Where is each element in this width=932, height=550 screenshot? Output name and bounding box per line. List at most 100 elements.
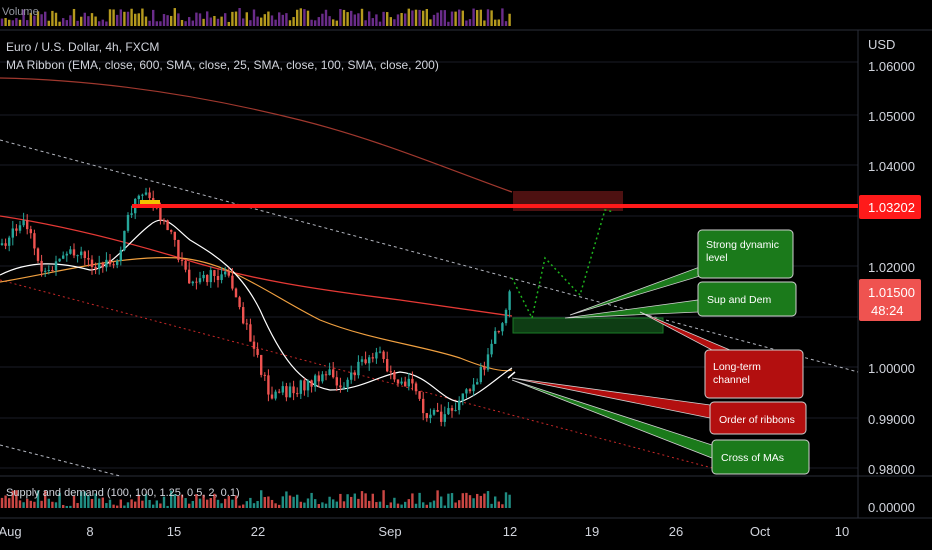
candle-body: [130, 213, 133, 215]
volume-bar: [461, 10, 464, 26]
supply-demand-bar: [141, 500, 144, 508]
supply-demand-bar: [47, 498, 50, 508]
supply-demand-bar: [332, 499, 335, 508]
candle-body: [245, 323, 248, 325]
candle-body: [296, 393, 299, 395]
candle-body: [274, 391, 277, 399]
supply-demand-bar: [36, 490, 40, 508]
price-axis[interactable]: 1.06000 1.05000 1.04000 1.02000 1.00000 …: [868, 59, 915, 515]
supply-demand-bar: [281, 496, 284, 508]
supply-demand-bar: [436, 490, 439, 508]
candle-body: [36, 248, 40, 261]
volume-bar: [404, 13, 407, 26]
volume-bar: [494, 19, 497, 26]
time-tick: 19: [585, 524, 599, 539]
volume-bar: [389, 17, 392, 26]
candle-body: [288, 386, 292, 398]
volume-bar: [26, 20, 29, 26]
candle-body: [476, 382, 479, 385]
candle-body: [292, 386, 295, 394]
candle-body: [350, 372, 353, 380]
candle-body: [303, 380, 306, 391]
volume-bar: [72, 8, 76, 26]
volume-bar: [497, 19, 500, 26]
supply-demand-bar: [170, 490, 173, 508]
callout-sup-and-dem[interactable]: Sup and Dem: [564, 281, 797, 319]
price-tick: 1.04000: [868, 159, 915, 174]
volume-bar: [328, 16, 331, 26]
callout-cross-of-mas[interactable]: Cross of MAs: [511, 379, 810, 475]
candle-body: [368, 357, 371, 364]
supply-demand-bar: [166, 505, 169, 508]
supply-demand-bar: [324, 503, 328, 508]
volume-bar: [58, 21, 61, 26]
supply-demand-bar: [98, 498, 101, 508]
candle-body: [4, 243, 7, 246]
volume-bar: [418, 9, 421, 27]
volume-bar: [184, 21, 187, 26]
supply-demand-bar: [29, 500, 32, 508]
candle-body: [504, 309, 508, 324]
candle-body: [177, 239, 180, 260]
candle-body: [18, 225, 22, 231]
supply-demand-bar: [220, 503, 223, 508]
candle-body: [260, 354, 263, 375]
volume-bars: [0, 8, 511, 27]
candle-body: [170, 230, 173, 232]
supply-demand-bar: [483, 493, 486, 508]
candle-body: [314, 375, 317, 387]
candle-body: [83, 251, 86, 259]
supply-demand-bar: [209, 498, 212, 508]
volume-bar: [18, 19, 22, 26]
candle-body: [278, 391, 281, 393]
supply-demand-bar: [188, 503, 191, 508]
callout-long-term-channel[interactable]: Long-term channel: [639, 311, 804, 399]
volume-bar: [490, 10, 493, 26]
candle-body: [47, 269, 50, 271]
supply-demand-bar: [54, 502, 58, 508]
candle-body: [62, 255, 65, 259]
callout-strong-dynamic-level[interactable]: Strong dynamic level: [569, 229, 794, 316]
candle-body: [472, 384, 475, 392]
supply-demand-bar: [346, 494, 349, 508]
candle-body: [422, 398, 425, 414]
volume-bar: [80, 16, 83, 26]
volume-bar: [371, 18, 374, 26]
supply-demand-bar: [450, 493, 454, 508]
candle-body: [198, 278, 202, 283]
supply-demand-bar: [148, 499, 151, 508]
candle-body: [332, 369, 335, 378]
candle-body: [94, 266, 97, 269]
supply-demand-bar: [72, 495, 76, 508]
volume-bar: [69, 15, 72, 26]
candle-body: [252, 341, 256, 349]
volume-bar: [98, 21, 101, 26]
supply-demand-bar: [69, 505, 72, 508]
volume-bar: [440, 10, 443, 26]
supply-demand-bar: [472, 498, 475, 508]
volume-bar: [245, 12, 248, 26]
supply-demand-bar: [389, 502, 392, 508]
volume-bar: [162, 14, 166, 26]
supply-demand-bar: [162, 496, 166, 508]
time-axis[interactable]: Aug 8 15 22 Sep 12 19 26 Oct 10: [0, 524, 849, 539]
volume-bar: [260, 17, 263, 26]
supply-demand-bar: [447, 493, 450, 508]
supply-demand-bar: [180, 494, 184, 508]
volume-bar: [504, 21, 508, 26]
supply-demand-bar: [400, 504, 403, 508]
volume-bar: [8, 19, 11, 26]
price-tick: 1.02000: [868, 260, 915, 275]
symbol-legend[interactable]: Euro / U.S. Dollar, 4h, FXCM: [6, 40, 160, 54]
callout-order-of-ribbons[interactable]: Order of ribbons: [511, 377, 807, 435]
volume-bar: [36, 11, 40, 26]
candle-body: [450, 408, 454, 411]
candle-body: [375, 352, 378, 359]
indicator-legend[interactable]: MA Ribbon (EMA, close, 600, SMA, close, …: [6, 58, 439, 72]
volume-bar: [425, 9, 428, 26]
volume-bar: [479, 9, 482, 26]
volume-bar: [166, 15, 169, 26]
supply-demand-bar: [414, 503, 418, 508]
volume-bar: [447, 21, 450, 26]
